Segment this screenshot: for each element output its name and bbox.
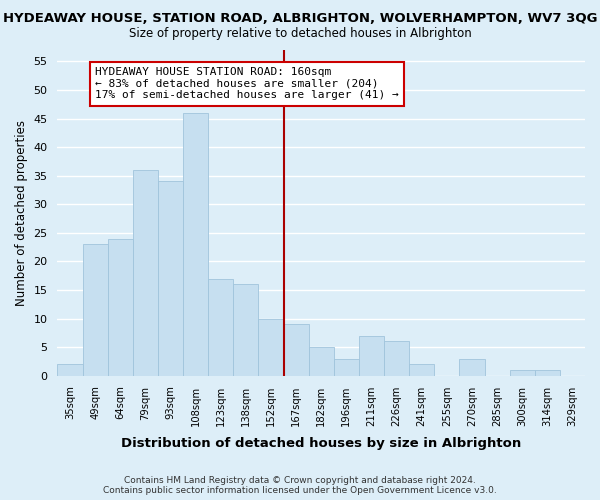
- Bar: [359, 336, 384, 376]
- Bar: [58, 364, 83, 376]
- Bar: [107, 238, 133, 376]
- Text: HYDEAWAY HOUSE, STATION ROAD, ALBRIGHTON, WOLVERHAMPTON, WV7 3QG: HYDEAWAY HOUSE, STATION ROAD, ALBRIGHTON…: [3, 12, 597, 26]
- Bar: [535, 370, 560, 376]
- Bar: [284, 324, 308, 376]
- Bar: [409, 364, 434, 376]
- Bar: [384, 342, 409, 376]
- Bar: [83, 244, 107, 376]
- Y-axis label: Number of detached properties: Number of detached properties: [15, 120, 28, 306]
- Bar: [208, 278, 233, 376]
- Text: HYDEAWAY HOUSE STATION ROAD: 160sqm
← 83% of detached houses are smaller (204)
1: HYDEAWAY HOUSE STATION ROAD: 160sqm ← 83…: [95, 67, 399, 100]
- Bar: [158, 182, 183, 376]
- Bar: [183, 113, 208, 376]
- Bar: [334, 358, 359, 376]
- Bar: [259, 318, 284, 376]
- Text: Contains HM Land Registry data © Crown copyright and database right 2024.
Contai: Contains HM Land Registry data © Crown c…: [103, 476, 497, 495]
- Bar: [509, 370, 535, 376]
- Bar: [460, 358, 485, 376]
- Bar: [308, 347, 334, 376]
- Text: Size of property relative to detached houses in Albrighton: Size of property relative to detached ho…: [128, 28, 472, 40]
- Bar: [133, 170, 158, 376]
- Bar: [233, 284, 259, 376]
- X-axis label: Distribution of detached houses by size in Albrighton: Distribution of detached houses by size …: [121, 437, 521, 450]
